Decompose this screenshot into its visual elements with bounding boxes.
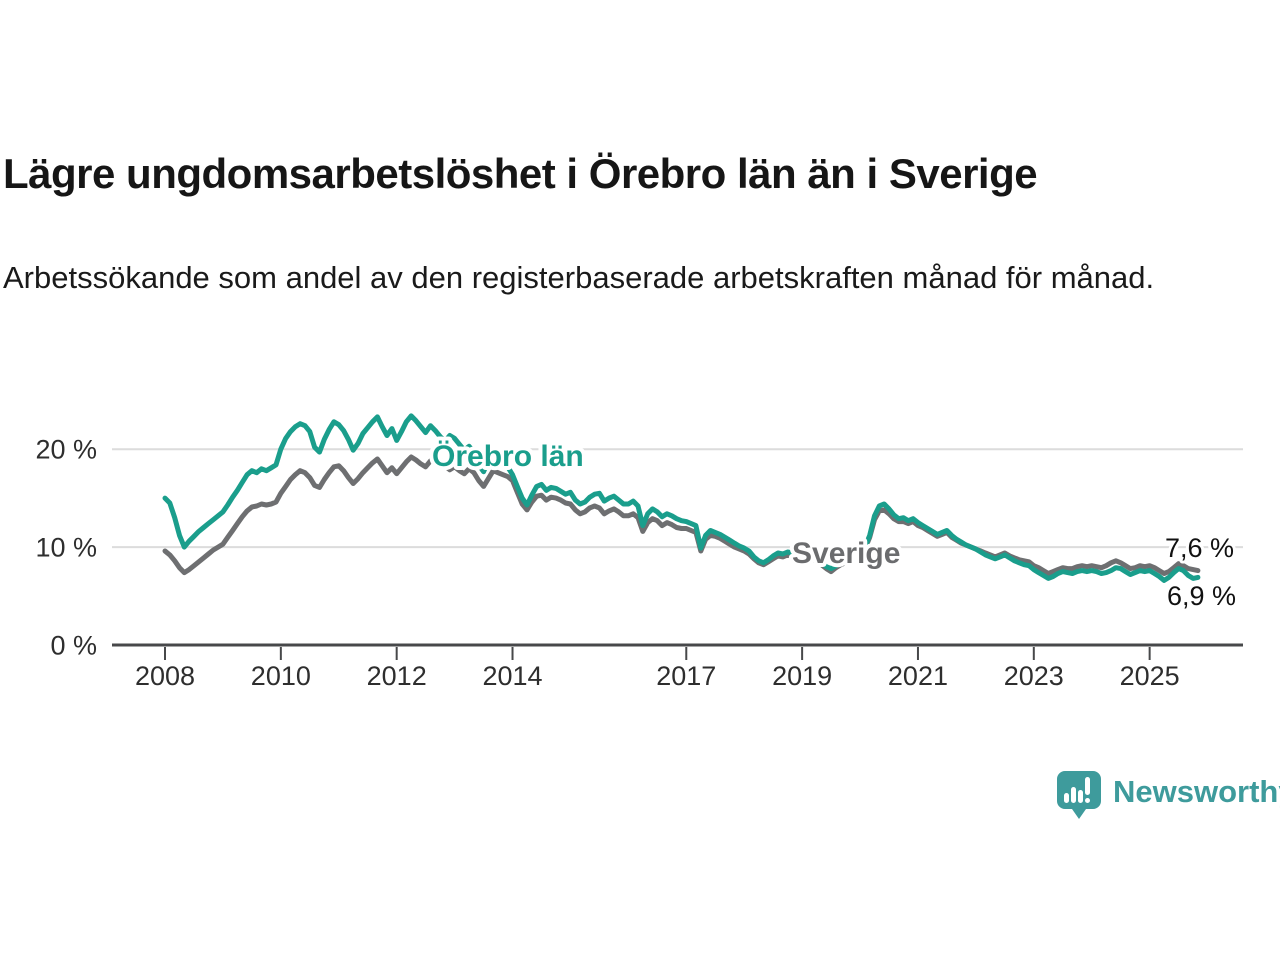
page-title: Lägre ungdomsarbetslöshet i Örebro län ä… [3, 150, 1038, 197]
x-axis-tick-label: 2014 [482, 661, 542, 691]
x-axis-tick-label: 2008 [135, 661, 195, 691]
y-axis-tick-label: 0 % [50, 631, 97, 661]
x-axis-tick-label: 2017 [656, 661, 716, 691]
y-axis-tick-label: 20 % [35, 435, 97, 465]
end-value-label-orebro: 6,9 % [1167, 581, 1236, 611]
x-axis-tick-label: 2019 [772, 661, 832, 691]
axes: 0 % 10 % 20 % 2008 2010 2012 2014 2017 2019 2021 2… [35, 435, 1243, 691]
gridlines [112, 448, 1243, 549]
x-axis-tick-label: 2025 [1120, 661, 1180, 691]
series-label-orebro: Örebro län [432, 440, 584, 473]
end-value-label-sverige: 7,6 % [1165, 533, 1234, 563]
data-series [162, 413, 1201, 583]
x-axis-tick-label: 2023 [1004, 661, 1064, 691]
x-axis-tick-label: 2012 [367, 661, 427, 691]
x-axis-tick-label: 2021 [888, 661, 948, 691]
line-sverige [162, 453, 1201, 576]
newsworthy-logo: Newsworthy [1056, 770, 1280, 820]
x-axis-tick-label: 2010 [251, 661, 311, 691]
line-orebro-lan [162, 413, 1201, 583]
newsworthy-logo-text: Newsworthy [1113, 774, 1280, 809]
newsworthy-logo-icon [1057, 771, 1101, 819]
chart-annotations: Örebro län Sverige 7,6 % 6,9 % [428, 436, 1239, 614]
y-axis-tick-label: 10 % [35, 533, 97, 563]
chart-subtitle: Arbetssökande som andel av den registerb… [3, 260, 1155, 295]
series-label-sverige: Sverige [792, 537, 900, 570]
logo-barchart-glyph [1064, 777, 1090, 803]
